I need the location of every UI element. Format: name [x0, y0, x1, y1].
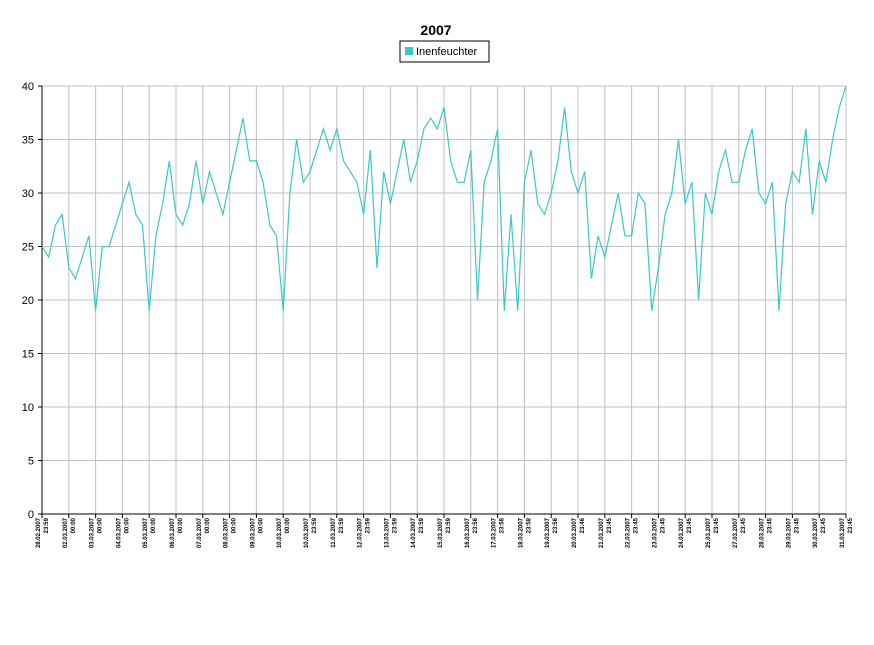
legend-swatch [405, 47, 413, 55]
x-tick-label: 23:46 [580, 517, 586, 533]
x-tick-label: 23:59 [339, 517, 345, 533]
x-tick-label: 23:45 [634, 517, 640, 533]
x-tick-label: 03.03.2007 [90, 517, 96, 548]
x-tick-label: 18.03.2007 [518, 517, 524, 548]
y-tick-label: 15 [22, 349, 34, 361]
data-line [41, 85, 847, 311]
x-tick-label: 00:00 [98, 517, 104, 533]
x-tick-label: 22.03.2007 [626, 517, 632, 548]
x-tick-label: 23:59 [419, 517, 425, 533]
x-tick-label: 00:00 [71, 517, 77, 533]
legend-box [399, 40, 490, 63]
x-tick-label: 04.03.2007 [116, 517, 122, 548]
x-tick-label: 12.03.2007 [358, 517, 364, 548]
x-tick-label: 27.03.2007 [733, 517, 739, 548]
x-tick-label: 00:00 [124, 517, 130, 533]
x-tick-label: 19.03.2007 [545, 517, 551, 548]
x-tick-label: 17.03.2007 [492, 517, 498, 548]
x-tick-label: 23:45 [741, 517, 747, 533]
x-tick-label: 10.03.2007 [277, 517, 283, 548]
x-tick-label: 23:45 [687, 517, 693, 533]
x-tick-label: 07.03.2007 [197, 517, 203, 548]
x-tick-label: 20.03.2007 [572, 517, 578, 548]
x-tick-label: 23:59 [392, 517, 398, 533]
y-tick-label: 30 [22, 188, 34, 200]
x-tick-label: 23:45 [821, 517, 827, 533]
x-tick-label: 28.02.2007 [36, 517, 42, 548]
x-tick-label: 10.03.2007 [304, 517, 310, 548]
x-tick-label: 00:00 [285, 517, 291, 533]
x-tick-label: 31.03.2007 [840, 517, 846, 548]
x-tick-label: 23:45 [848, 517, 854, 533]
legend-label: Inenfeuchter [416, 46, 477, 58]
x-tick-label: 13.03.2007 [384, 517, 390, 548]
x-tick-label: 23:45 [768, 517, 774, 533]
x-tick-label: 24.03.2007 [679, 517, 685, 548]
x-tick-label: 23:58 [526, 517, 532, 533]
x-tick-label: 21.03.2007 [599, 517, 605, 548]
x-tick-label: 09.03.2007 [250, 517, 256, 548]
y-tick-label: 35 [22, 135, 34, 147]
x-tick-label: 28.03.2007 [760, 517, 766, 548]
x-tick-label: 00:00 [178, 517, 184, 533]
x-tick-label: 15.03.2007 [438, 517, 444, 548]
x-tick-label: 05.03.2007 [143, 517, 149, 548]
x-tick-label: 00:00 [205, 517, 211, 533]
x-tick-label: 23:58 [500, 517, 506, 533]
x-tick-label: 23:45 [714, 517, 720, 533]
x-tick-label: 00:00 [232, 517, 238, 533]
y-tick-label: 10 [22, 402, 34, 414]
x-tick-label: 30.03.2007 [813, 517, 819, 548]
y-tick-label: 20 [22, 295, 34, 307]
x-tick-label: 14.03.2007 [411, 517, 417, 548]
x-tick-label: 23:59 [312, 517, 318, 533]
x-tick-label: 23:59 [366, 517, 372, 533]
x-tick-label: 23:58 [473, 517, 479, 533]
x-tick-label: 23:59 [446, 517, 452, 533]
y-tick-label: 40 [22, 81, 34, 93]
x-tick-label: 11.03.2007 [331, 517, 337, 547]
x-tick-label: 16.03.2007 [465, 517, 471, 548]
x-tick-label: 08.03.2007 [224, 517, 230, 548]
x-tick-label: 29.03.2007 [786, 517, 792, 548]
x-tick-label: 23:58 [553, 517, 559, 533]
x-tick-label: 06.03.2007 [170, 517, 176, 548]
chart-title: 2007 [420, 22, 451, 38]
x-tick-label: 23:45 [794, 517, 800, 533]
y-tick-label: 5 [28, 456, 34, 468]
y-tick-label: 0 [28, 509, 34, 521]
x-tick-label: 00:00 [258, 517, 264, 533]
x-tick-label: 02.03.2007 [63, 517, 69, 548]
y-tick-label: 25 [22, 242, 34, 254]
x-tick-label: 23:59 [44, 517, 50, 533]
x-tick-label: 25.03.2007 [706, 517, 712, 548]
x-tick-label: 23:45 [607, 517, 613, 533]
x-tick-label: 23.03.2007 [652, 517, 658, 548]
x-tick-label: 23:45 [660, 517, 666, 533]
x-tick-label: 00:00 [151, 517, 157, 533]
